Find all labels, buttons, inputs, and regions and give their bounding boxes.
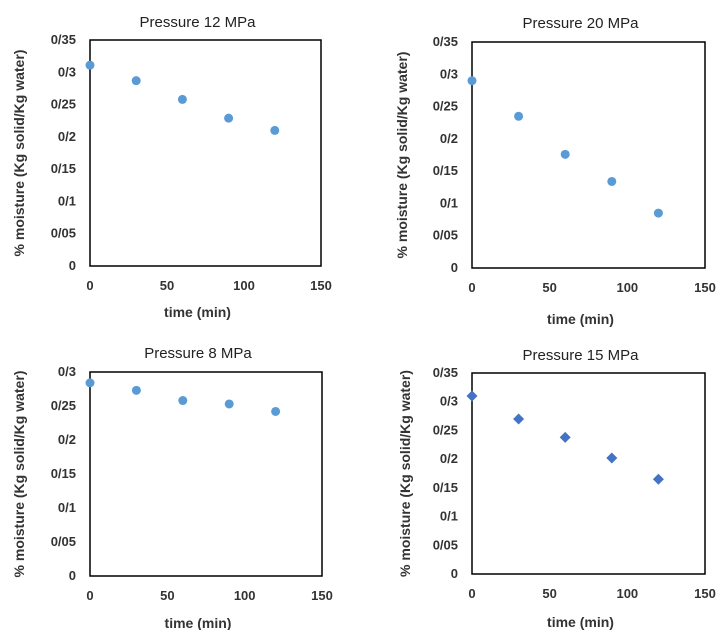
y-tick-label: 0/35	[51, 32, 76, 47]
data-point	[271, 406, 281, 416]
y-tick-label: 0/15	[433, 480, 458, 495]
data-point	[131, 385, 141, 395]
y-tick-label: 0/35	[433, 34, 458, 49]
y-tick-label: 0/25	[433, 99, 458, 114]
y-tick-label: 0	[451, 566, 458, 581]
chart-title: Pressure 15 MPa	[523, 347, 640, 364]
plot-area	[89, 371, 323, 577]
x-tick-label: 100	[233, 278, 255, 293]
y-tick-label: 0/15	[51, 161, 76, 176]
y-tick-label: 0/25	[51, 398, 76, 413]
data-point	[559, 431, 571, 443]
y-tick-label: 0/15	[51, 466, 76, 481]
plot-area	[471, 372, 706, 575]
plot-area	[89, 39, 322, 267]
data-point	[224, 399, 234, 409]
x-tick-label: 50	[542, 280, 556, 295]
data-point	[224, 113, 234, 123]
x-tick-label: 50	[160, 588, 174, 603]
chart-panel-1: Pressure 12 MPa 0 0/05 0/1 0/15 0/2 0/25 0/3 0/3…	[11, 14, 332, 320]
data-point	[85, 60, 95, 70]
data-point	[270, 125, 280, 135]
y-tick-label: 0/15	[433, 163, 458, 178]
chart-title: Pressure 8 MPa	[144, 345, 252, 362]
y-tick-label: 0/35	[433, 365, 458, 380]
y-tick-label: 0/05	[433, 228, 458, 243]
chart-panel-2: Pressure 20 MPa 0 0/05 0/1 0/15 0/2 0/25 0/3 0/3…	[394, 15, 716, 327]
y-tick-label: 0/25	[433, 422, 458, 437]
data-point	[607, 176, 617, 186]
y-tick-label: 0/25	[51, 97, 76, 112]
y-axis-label: % moisture (Kg solid/Kg water)	[11, 50, 27, 257]
y-tick-label: 0/3	[440, 66, 458, 81]
x-axis-label: time (min)	[164, 304, 231, 320]
y-tick-label: 0/1	[58, 500, 76, 515]
x-tick-label: 150	[694, 586, 716, 601]
x-tick-label: 50	[542, 586, 556, 601]
y-tick-label: 0	[69, 568, 76, 583]
x-axis-label: time (min)	[165, 615, 232, 630]
y-axis-label: % moisture (Kg solid/Kg water)	[394, 52, 410, 259]
y-tick-label: 0/3	[58, 64, 76, 79]
x-tick-label: 150	[694, 280, 716, 295]
data-point	[131, 76, 141, 86]
x-tick-label: 0	[86, 278, 93, 293]
x-tick-label: 0	[86, 588, 93, 603]
data-point	[85, 378, 95, 388]
data-point	[653, 208, 663, 218]
x-tick-label: 100	[616, 586, 638, 601]
data-point	[560, 149, 570, 159]
y-tick-label: 0/05	[51, 534, 76, 549]
chart-panel-3: Pressure 8 MPa 0 0/05 0/1 0/15 0/2 0/25 0/3 0 50 1…	[11, 345, 333, 630]
x-tick-label: 100	[616, 280, 638, 295]
y-tick-label: 0/05	[51, 226, 76, 241]
data-point	[178, 396, 188, 406]
y-tick-label: 0/2	[58, 432, 76, 447]
y-tick-label: 0/2	[440, 131, 458, 146]
y-tick-label: 0/2	[58, 129, 76, 144]
y-tick-label: 0/1	[440, 195, 458, 210]
x-tick-label: 0	[468, 586, 475, 601]
y-tick-label: 0/05	[433, 537, 458, 552]
data-point	[606, 452, 618, 464]
y-tick-label: 0/2	[440, 451, 458, 466]
chart-title: Pressure 12 MPa	[140, 14, 257, 31]
x-tick-label: 0	[468, 280, 475, 295]
plot-area	[471, 41, 706, 269]
data-point	[466, 390, 478, 402]
data-point	[652, 473, 664, 485]
chart-panel-4: Pressure 15 MPa 0 0/05 0/1 0/15 0/2 0/25 0/3 0/3…	[397, 347, 716, 630]
data-point	[513, 413, 525, 425]
y-axis-label: % moisture (Kg solid/Kg water)	[11, 371, 27, 578]
y-tick-label: 0/1	[58, 193, 76, 208]
y-tick-label: 0	[69, 258, 76, 273]
y-tick-label: 0/3	[58, 364, 76, 379]
x-tick-label: 50	[160, 278, 174, 293]
x-tick-label: 100	[234, 588, 256, 603]
x-tick-label: 150	[311, 588, 333, 603]
y-tick-label: 0	[451, 260, 458, 275]
data-point	[514, 111, 524, 121]
x-axis-label: time (min)	[547, 614, 614, 630]
x-axis-label: time (min)	[547, 311, 614, 327]
chart-title: Pressure 20 MPa	[523, 15, 640, 32]
y-tick-label: 0/1	[440, 509, 458, 524]
x-tick-label: 150	[310, 278, 332, 293]
y-tick-label: 0/3	[440, 394, 458, 409]
y-axis-label: % moisture (Kg solid/Kg water)	[397, 370, 413, 577]
data-point	[177, 94, 187, 104]
data-point	[467, 76, 477, 86]
